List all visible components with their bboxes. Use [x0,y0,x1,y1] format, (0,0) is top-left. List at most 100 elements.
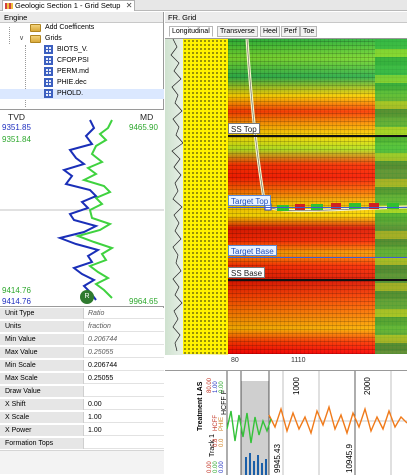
track-title: Treatment LAS [197,381,204,431]
property-row[interactable]: Formation Tops [0,438,164,449]
depth-value-1: 9945.43 [273,444,282,473]
depth-tick-1000: 1000 [292,377,301,395]
horizon-line [228,257,407,258]
engine-panel-title: Engine [0,12,163,23]
horizon-label: SS Top [228,123,260,134]
property-value: Ratio [88,310,105,317]
property-value: 0.206744 [88,336,118,343]
mid-label-phie: PHIE [219,416,225,431]
sand-lithology [183,39,228,354]
grid-setup-icon [5,3,13,9]
horizon-line [228,207,407,208]
grid-view-tabs: Longitudinal Transverse Heel Perf Toe [165,26,407,37]
document-tabbar: Geologic Section 1 - Grid Setup ✕ [0,0,407,11]
bottom-value-3: 0.00 [219,461,225,473]
grid-icon [44,67,53,76]
property-row[interactable]: Max Scale 0.25055 [0,373,164,384]
property-row[interactable]: Units fraction [0,321,164,332]
property-value[interactable]: 0.00 [88,401,102,408]
section-scale-bar: 80 1110 [165,355,407,370]
scale-top-green: 0.00 [219,381,225,393]
treatment-bars [245,453,267,475]
tab-title: Geologic Section 1 - Grid Setup [15,1,121,10]
tab-transverse[interactable]: Transverse [217,26,258,37]
tree-item-add-coefficents[interactable]: Add Coefficents [0,23,164,33]
tab-toe[interactable]: Toe [300,26,318,37]
tvd-top-value-alt: 9351.84 [2,135,31,144]
avatar[interactable]: R [80,290,94,304]
tree-connector [25,45,26,107]
tree-item-grid-selected[interactable]: PHOLD. [0,89,164,99]
property-row[interactable]: X Scale 1.00 [0,412,164,423]
log-plot[interactable]: TVD MD 9351.85 9351.84 9465.90 9414.76 9… [0,109,164,307]
grid-pane: FR. Grid Longitudinal Transverse Heel Pe… [165,12,407,475]
md-header: MD [140,112,154,122]
well-path-overlay [245,39,407,213]
tree-item-grid[interactable]: PERM.md [0,67,164,77]
property-key: Max Scale [0,373,84,384]
tvd-header: TVD [8,112,25,122]
property-value[interactable]: 1.00 [88,414,102,421]
stage-marker [277,205,289,211]
treatment-plot [165,371,407,475]
property-key: Max Value [0,347,84,358]
depth-value-2: 10945.9 [345,444,354,473]
longitudinal-section[interactable]: SS Top Target Top Target Base SS Base 80… [165,38,407,370]
grid-icon [44,89,53,98]
property-key: X Power [0,425,84,436]
close-icon[interactable]: ✕ [125,1,133,10]
property-value[interactable]: 0.206744 [88,362,118,369]
engine-tree: Add Coefficents ∨ Grids BIOTS_V. CFOP.PS… [0,23,164,109]
property-row[interactable]: Min Value 0.206744 [0,334,164,345]
property-key: Formation Tops [0,438,84,449]
treatment-curve-green [226,410,272,444]
tab-heel[interactable]: Heel [260,26,281,37]
md-top-value: 9465.90 [129,123,158,132]
log-curve-blue [56,119,101,301]
trace-black [170,39,184,352]
treatment-curve-orange [268,404,407,436]
tree-item-label: PERM.md [57,68,89,75]
property-row[interactable]: Draw Value [0,386,164,397]
tree-item-label: BIOTS_V. [57,46,88,53]
property-row[interactable]: Min Scale 0.206744 [0,360,164,371]
horizon-line [228,135,407,137]
grid-icon [44,78,53,87]
tab-geologic-section[interactable]: Geologic Section 1 - Grid Setup ✕ [2,0,136,11]
property-key: X Shift [0,399,84,410]
scale-top-red: 80.00 [207,377,213,393]
tree-item-grid[interactable]: BIOTS_V. [0,45,164,55]
property-row[interactable]: X Shift 0.00 [0,399,164,410]
tree-item-grid[interactable]: PHIE.dec [0,78,164,88]
stage-marker [331,203,341,209]
property-row[interactable]: Max Value 0.25055 [0,347,164,358]
property-key: Units [0,321,84,332]
property-value: fraction [88,323,111,330]
tree-item-grid[interactable]: CFOP.PSI [0,56,164,66]
properties-grid: Unit Type Ratio Units fraction Min Value… [0,308,164,450]
tab-longitudinal[interactable]: Longitudinal [169,26,213,37]
stage-marker [349,203,361,209]
tvd-bottom-value: 9414.76 [2,297,31,306]
property-key: Unit Type [0,308,84,319]
grid-title: FR. Grid [165,12,407,23]
tree-item-label: PHOLD. [57,90,84,97]
property-row[interactable]: X Power 1.00 [0,425,164,436]
track-header-bg [165,371,227,475]
left-pane-footer [0,450,164,474]
property-key: X Scale [0,412,84,423]
tab-perf[interactable]: Perf [281,26,300,37]
property-value[interactable]: 1.00 [88,427,102,434]
property-key: Min Value [0,334,84,345]
tree-item-label: CFOP.PSI [57,57,89,64]
left-pane: Engine Add Coefficents ∨ Grids BIOTS_V. … [0,12,164,474]
grid-icon [44,56,53,65]
property-value[interactable]: 0.25055 [88,375,114,382]
property-value: 0.25055 [88,349,114,356]
treatment-track[interactable]: Treatment LAS Track 1 HCFF F 1.00 80.00 … [165,370,407,475]
tree-item-grids[interactable]: ∨ Grids [0,34,164,44]
chevron-down-icon[interactable]: ∨ [19,35,25,42]
hcff-header: HCFF F [221,390,228,415]
property-row[interactable]: Unit Type Ratio [0,308,164,319]
horizon-label: SS Base [228,267,266,278]
